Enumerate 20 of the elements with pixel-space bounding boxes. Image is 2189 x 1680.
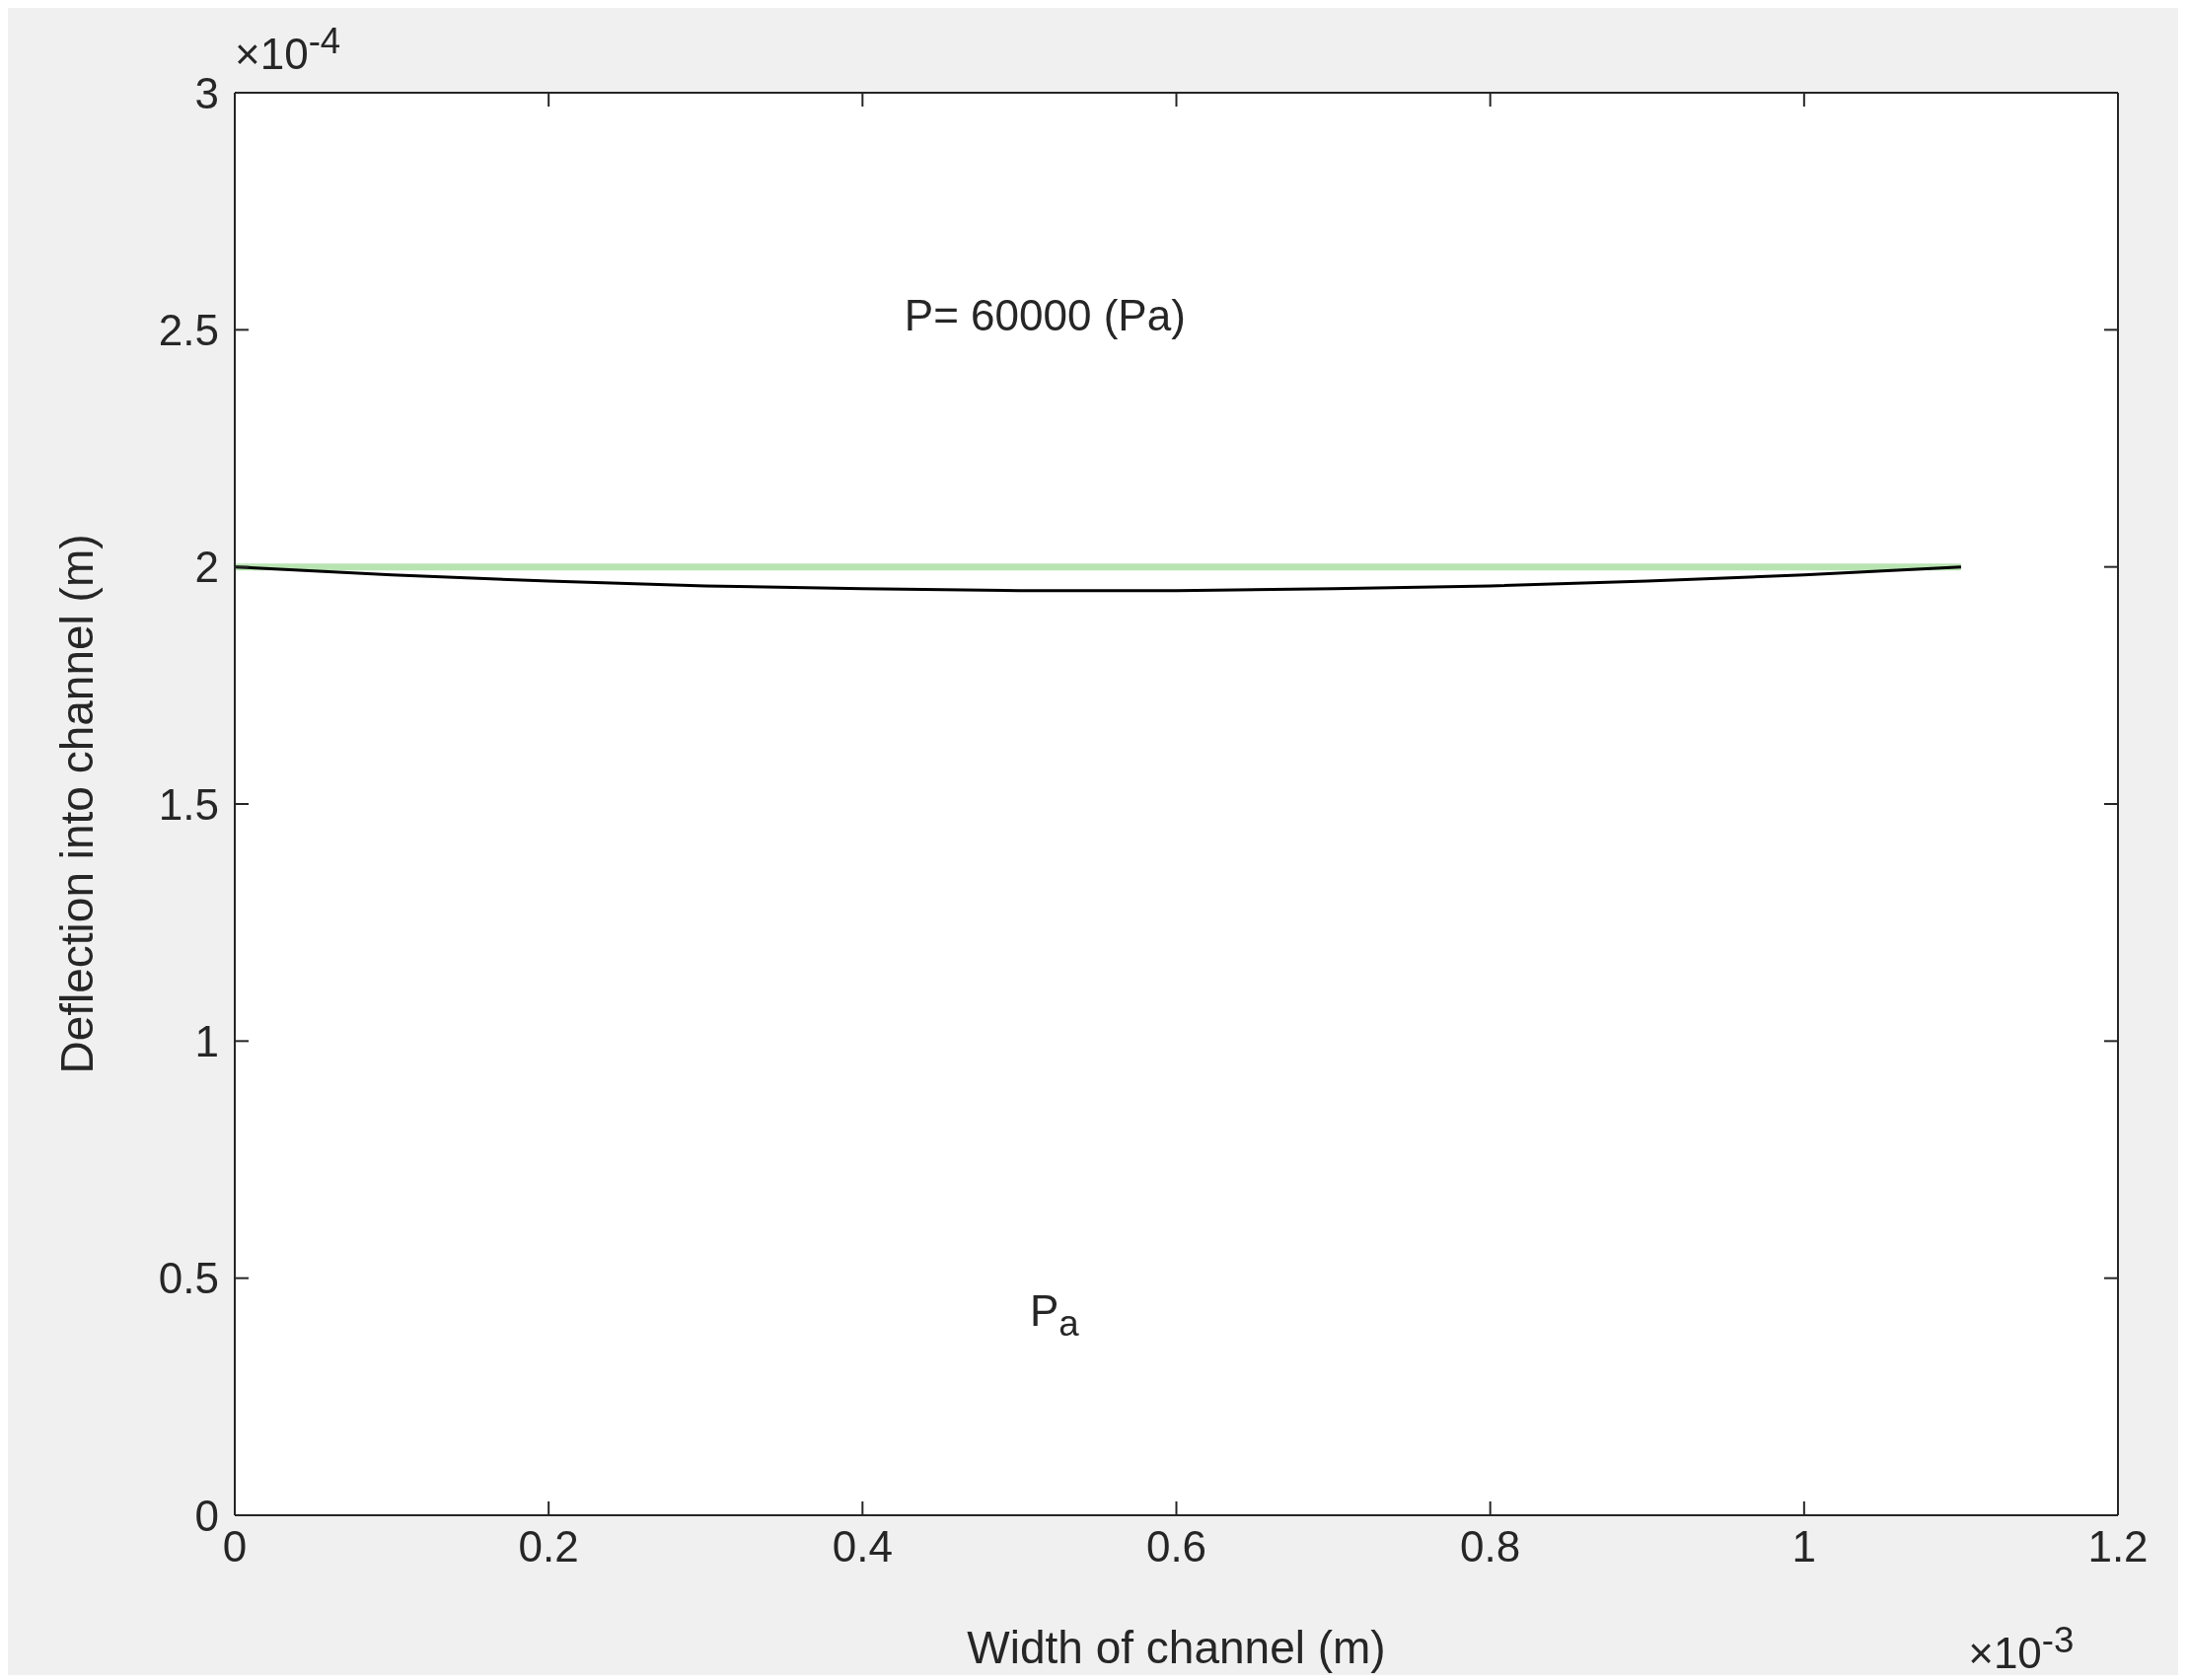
y-tick-label: 0.5	[158, 1254, 219, 1303]
x-tick-label: 0.6	[1145, 1522, 1207, 1571]
y-tick-label: 0	[194, 1491, 219, 1540]
line-series	[235, 565, 1963, 593]
x-tick-label: 1	[1791, 1522, 1817, 1571]
x-axis-title: Width of channel (m)	[967, 1622, 1386, 1673]
x-tick-label: 0.2	[518, 1522, 579, 1571]
x-tick-label: 0.8	[1460, 1522, 1521, 1571]
x-tick-label: 0.4	[832, 1522, 893, 1571]
annotation: P= 60000 (Pa)	[904, 289, 1186, 341]
text: ×10$^{-4}$	[235, 20, 341, 80]
text: ×10$^{-3}$	[1968, 1619, 2075, 1679]
annotation: P$_{a}$	[1029, 1284, 1079, 1346]
y-tick-label: 2.5	[158, 305, 219, 354]
y-tick-label: 1.5	[158, 779, 219, 829]
y-tick-label: 2	[194, 543, 219, 592]
y-tick-label: 1	[194, 1016, 219, 1065]
y-tick-label: 3	[194, 68, 219, 117]
y-axis-title: Deflection into channel (m)	[51, 534, 104, 1074]
x-tick-label: 1.2	[2087, 1522, 2149, 1571]
